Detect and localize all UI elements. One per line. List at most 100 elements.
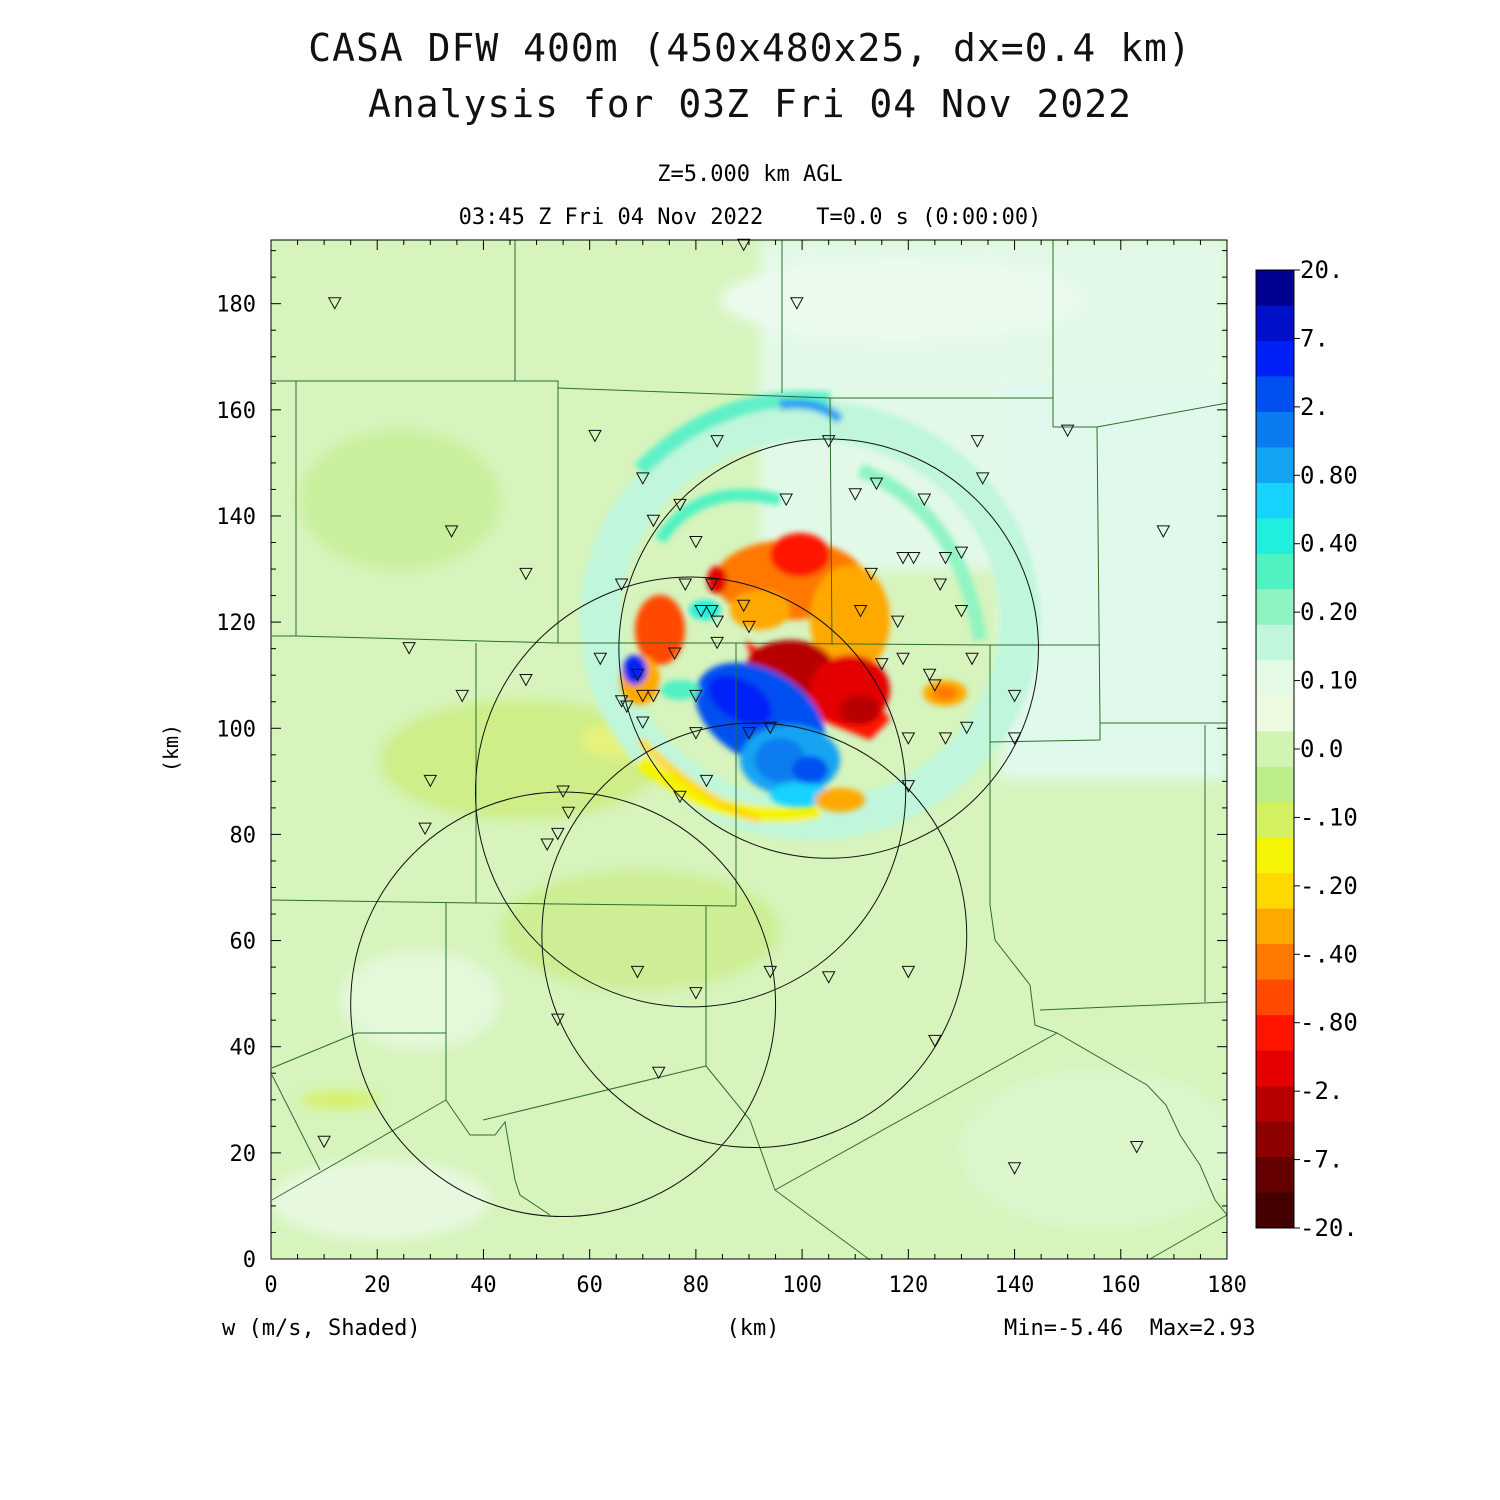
- station-marker: [1007, 732, 1022, 745]
- colorbar-swatch: [1256, 1157, 1294, 1194]
- station-marker: [906, 551, 921, 565]
- radar-ring-1: [618, 438, 1039, 859]
- station-marker: [673, 790, 687, 804]
- station-marker: [646, 514, 661, 528]
- station-marker: [689, 987, 703, 1000]
- station-marker: [423, 774, 438, 788]
- colorbar-swatch: [1256, 766, 1294, 803]
- colorbar-label: 0.10: [1300, 667, 1358, 695]
- station-marker: [689, 536, 703, 549]
- county-boundaries: [271, 240, 1228, 1261]
- colorbar-labels: 20. 7. 2. 0.80 0.40 0.20 0.10 0.0 -.10 -.20 -.40 -.…: [1294, 256, 1358, 1242]
- station-marker: [869, 477, 884, 491]
- colorbar-swatch: [1256, 447, 1294, 484]
- colorbar-swatch: [1256, 553, 1294, 590]
- colorbar-swatch: [1256, 589, 1294, 626]
- station-marker: [444, 525, 459, 538]
- station-marker: [519, 674, 533, 687]
- colorbar-swatch: [1256, 1121, 1294, 1158]
- colorbar-swatch: [1256, 695, 1294, 732]
- colorbar-label: -.10: [1300, 803, 1358, 831]
- station-marker: [519, 567, 533, 581]
- station-marker: [742, 620, 756, 634]
- station-marker: [789, 297, 804, 310]
- station-marker: [1060, 424, 1075, 438]
- y-tick-label: 60: [230, 930, 257, 955]
- station-marker: [896, 551, 910, 565]
- x-tick-labels: 0 20 40 60 80 100 120 140 160 180: [264, 1273, 1247, 1298]
- y-tick-label: 20: [230, 1142, 257, 1167]
- colorbar-swatch: [1256, 1086, 1294, 1123]
- station-marker: [593, 652, 608, 666]
- station-marker: [402, 642, 416, 655]
- colorbar-label: -.20: [1300, 872, 1358, 900]
- colorbar-swatch: [1256, 340, 1294, 377]
- colorbar-swatch: [1256, 1192, 1294, 1229]
- radar-ring-2: [474, 576, 907, 1008]
- station-marker: [694, 605, 709, 618]
- colorbar-label: 0.20: [1300, 598, 1358, 626]
- colorbar-label: -7.: [1300, 1146, 1343, 1174]
- colorbar-swatch: [1256, 731, 1294, 768]
- station-marker: [678, 578, 693, 592]
- x-tick-label: 80: [683, 1273, 710, 1298]
- station-marker: [1156, 525, 1171, 538]
- y-tick-label: 80: [230, 823, 257, 848]
- station-marker: [635, 716, 650, 730]
- station-marker: [736, 599, 751, 613]
- colorbar-label: 2.: [1300, 393, 1329, 421]
- y-tick-label: 0: [243, 1248, 256, 1273]
- colorbar-label: -2.: [1300, 1077, 1343, 1105]
- colorbar-swatch: [1256, 837, 1294, 874]
- colorbar-swatch: [1256, 1015, 1294, 1052]
- station-marker: [667, 647, 682, 661]
- colorbar-swatch: [1256, 1050, 1294, 1087]
- station-marker: [779, 493, 794, 507]
- station-marker: [710, 615, 724, 629]
- colorbar-label: 7.: [1300, 324, 1329, 352]
- station-marker: [635, 689, 650, 703]
- station-marker: [954, 605, 969, 618]
- station-marker: [970, 435, 985, 448]
- station-marker: [742, 727, 756, 740]
- radar-ring-3: [541, 722, 968, 1149]
- station-marker: [620, 700, 634, 714]
- station-marker: [917, 493, 932, 507]
- station-marker: [736, 238, 751, 252]
- station-marker: [556, 785, 570, 799]
- station-markers: [317, 238, 1171, 1175]
- radar-ring-4: [350, 791, 777, 1218]
- colorbar-label: -20.: [1300, 1214, 1358, 1242]
- x-tick-label: 60: [576, 1273, 603, 1298]
- colorbar-swatch: [1256, 624, 1294, 661]
- station-marker: [901, 732, 916, 745]
- x-tick-label: 140: [995, 1273, 1035, 1298]
- station-marker: [763, 965, 778, 979]
- minmax-label: Min=-5.46 Max=2.93: [1004, 1316, 1256, 1341]
- station-marker: [954, 546, 969, 560]
- y-tick-label: 40: [230, 1036, 257, 1061]
- variable-label: w (m/s, Shaded): [222, 1316, 421, 1341]
- station-marker: [455, 689, 470, 703]
- station-marker: [710, 435, 724, 448]
- station-marker: [928, 1034, 942, 1048]
- station-marker: [874, 658, 889, 671]
- station-marker: [848, 488, 863, 501]
- station-marker: [704, 578, 719, 592]
- x-tick-label: 40: [470, 1273, 497, 1298]
- station-marker: [896, 652, 910, 666]
- station-marker: [710, 636, 724, 650]
- station-marker: [550, 827, 565, 841]
- station-marker: [699, 774, 714, 788]
- x-tick-label: 100: [782, 1273, 822, 1298]
- colorbar-swatch: [1256, 660, 1294, 697]
- x-tick-label: 160: [1101, 1273, 1141, 1298]
- station-marker: [588, 429, 602, 443]
- station-marker: [614, 578, 629, 592]
- colorbar-swatch: [1256, 873, 1294, 910]
- colorbar-swatch: [1256, 908, 1294, 945]
- station-marker: [821, 971, 836, 984]
- station-marker: [673, 498, 687, 512]
- station-marker: [646, 689, 661, 703]
